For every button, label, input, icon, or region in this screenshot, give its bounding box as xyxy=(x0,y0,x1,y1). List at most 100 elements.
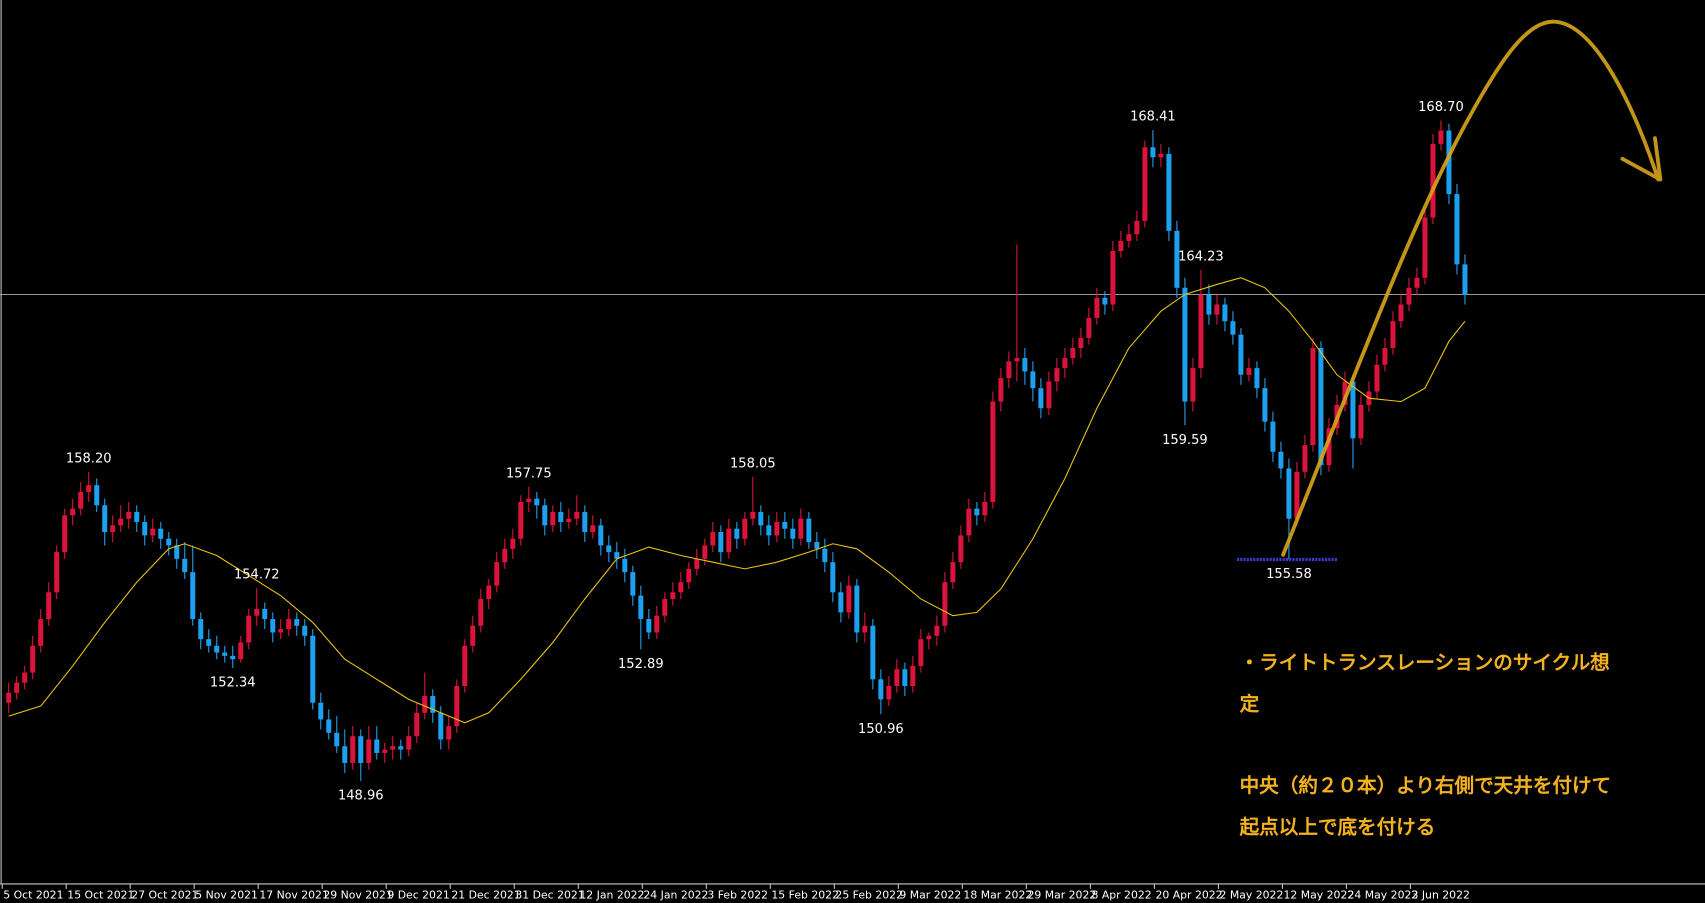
candle-body xyxy=(614,552,620,559)
candle-body xyxy=(694,558,700,569)
candle-body xyxy=(1062,358,1068,369)
candle-body xyxy=(1326,428,1332,466)
candle-body xyxy=(6,692,12,703)
candle-body xyxy=(1190,368,1196,402)
candle-body xyxy=(1110,250,1116,305)
candle-body xyxy=(806,518,812,543)
candle-body xyxy=(502,548,508,563)
candle-body xyxy=(350,736,356,763)
candle-body xyxy=(470,625,476,646)
candle-body xyxy=(462,645,468,686)
candle-body xyxy=(286,619,292,630)
candle-body xyxy=(1422,217,1428,278)
candle-body xyxy=(318,702,324,720)
annotation: 中央（約２０本）より右側で天井を付けて xyxy=(1239,774,1612,798)
price-label: 155.58 xyxy=(1266,567,1312,582)
candle-body xyxy=(366,739,372,763)
candle-body xyxy=(1086,317,1092,338)
candle-body xyxy=(718,532,724,553)
candle-body xyxy=(646,619,652,633)
candle-body xyxy=(278,629,284,633)
x-tick-label: 3 Feb 2022 xyxy=(707,889,768,902)
price-label: 152.89 xyxy=(618,657,664,672)
price-label: 148.96 xyxy=(338,789,384,804)
candle-body xyxy=(942,582,948,626)
candle-body xyxy=(438,712,444,740)
price-label: 150.96 xyxy=(858,722,904,737)
candle-body xyxy=(1150,147,1156,158)
candle-body xyxy=(582,511,588,533)
price-label: 157.75 xyxy=(506,466,552,481)
candle-body xyxy=(126,511,132,519)
candle-body xyxy=(158,528,164,539)
candle-body xyxy=(518,501,524,539)
overlays: 158.20 152.34 154.72 148.96 157.75 152.89 158.… xyxy=(8,100,1466,804)
candle-body xyxy=(414,712,420,737)
candles xyxy=(6,120,1468,782)
candle-body xyxy=(902,669,908,686)
candle-body xyxy=(478,598,484,626)
candle-body xyxy=(1182,287,1188,402)
candle-body xyxy=(1446,130,1452,195)
candle-body xyxy=(606,545,612,553)
price-label: 168.70 xyxy=(1418,100,1464,115)
candle-body xyxy=(1286,468,1292,519)
candle-body xyxy=(838,592,844,613)
candle-body xyxy=(1054,368,1060,382)
x-tick-label: 17 Nov 2021 xyxy=(259,889,329,902)
candle-body xyxy=(1030,371,1036,389)
candle-body xyxy=(574,511,580,519)
candle-body xyxy=(686,568,692,583)
candle-body xyxy=(390,746,396,750)
annotation-block: 中央（約２０本）より右側で天井を付けて 起点以上で底を付ける xyxy=(1240,766,1675,849)
candle-body xyxy=(262,609,268,620)
candle-body xyxy=(1102,297,1108,305)
candle-body xyxy=(1238,334,1244,375)
x-tick-label: 5 Nov 2021 xyxy=(195,889,258,902)
candle-body xyxy=(374,739,380,753)
candle-body xyxy=(1134,220,1140,235)
candle-body xyxy=(846,585,852,613)
candle-body xyxy=(766,525,772,536)
candle-body xyxy=(102,505,108,533)
candle-body xyxy=(982,501,988,516)
candle-body xyxy=(822,548,828,563)
candle-body xyxy=(926,635,932,640)
candle-body xyxy=(918,639,924,666)
candle-body xyxy=(662,598,668,616)
candle-body xyxy=(598,525,604,546)
x-tick-label: 9 Dec 2021 xyxy=(387,889,449,902)
candle-body xyxy=(222,652,228,656)
candle-body xyxy=(798,518,804,539)
x-tick-label: 2 May 2022 xyxy=(1219,889,1283,902)
candle-body xyxy=(1142,147,1148,221)
candle-body xyxy=(174,545,180,559)
candle-body xyxy=(1038,388,1044,409)
candle-body xyxy=(1462,264,1468,295)
candle-body xyxy=(238,642,244,660)
candle-body xyxy=(814,542,820,549)
candle-body xyxy=(886,685,892,700)
candle-body xyxy=(526,498,532,502)
candle-body xyxy=(1350,381,1356,439)
candle-body xyxy=(590,525,596,533)
candle-body xyxy=(134,511,140,523)
candle-body xyxy=(542,505,548,526)
candle-body xyxy=(1094,297,1100,318)
candle-body xyxy=(1278,451,1284,469)
candle-body xyxy=(1414,277,1420,288)
price-label: 158.05 xyxy=(730,456,776,471)
price-label: 154.72 xyxy=(234,568,280,583)
candle-body xyxy=(46,592,52,620)
candle-body xyxy=(1438,130,1444,144)
x-tick-label: 24 Jan 2022 xyxy=(643,889,708,902)
candle-body xyxy=(1390,321,1396,349)
candle-body xyxy=(142,522,148,536)
candle-body xyxy=(382,749,388,753)
moving-average xyxy=(8,277,1466,724)
candle-body xyxy=(22,672,28,683)
candle-body xyxy=(30,645,36,673)
price-label: 158.20 xyxy=(66,451,112,466)
